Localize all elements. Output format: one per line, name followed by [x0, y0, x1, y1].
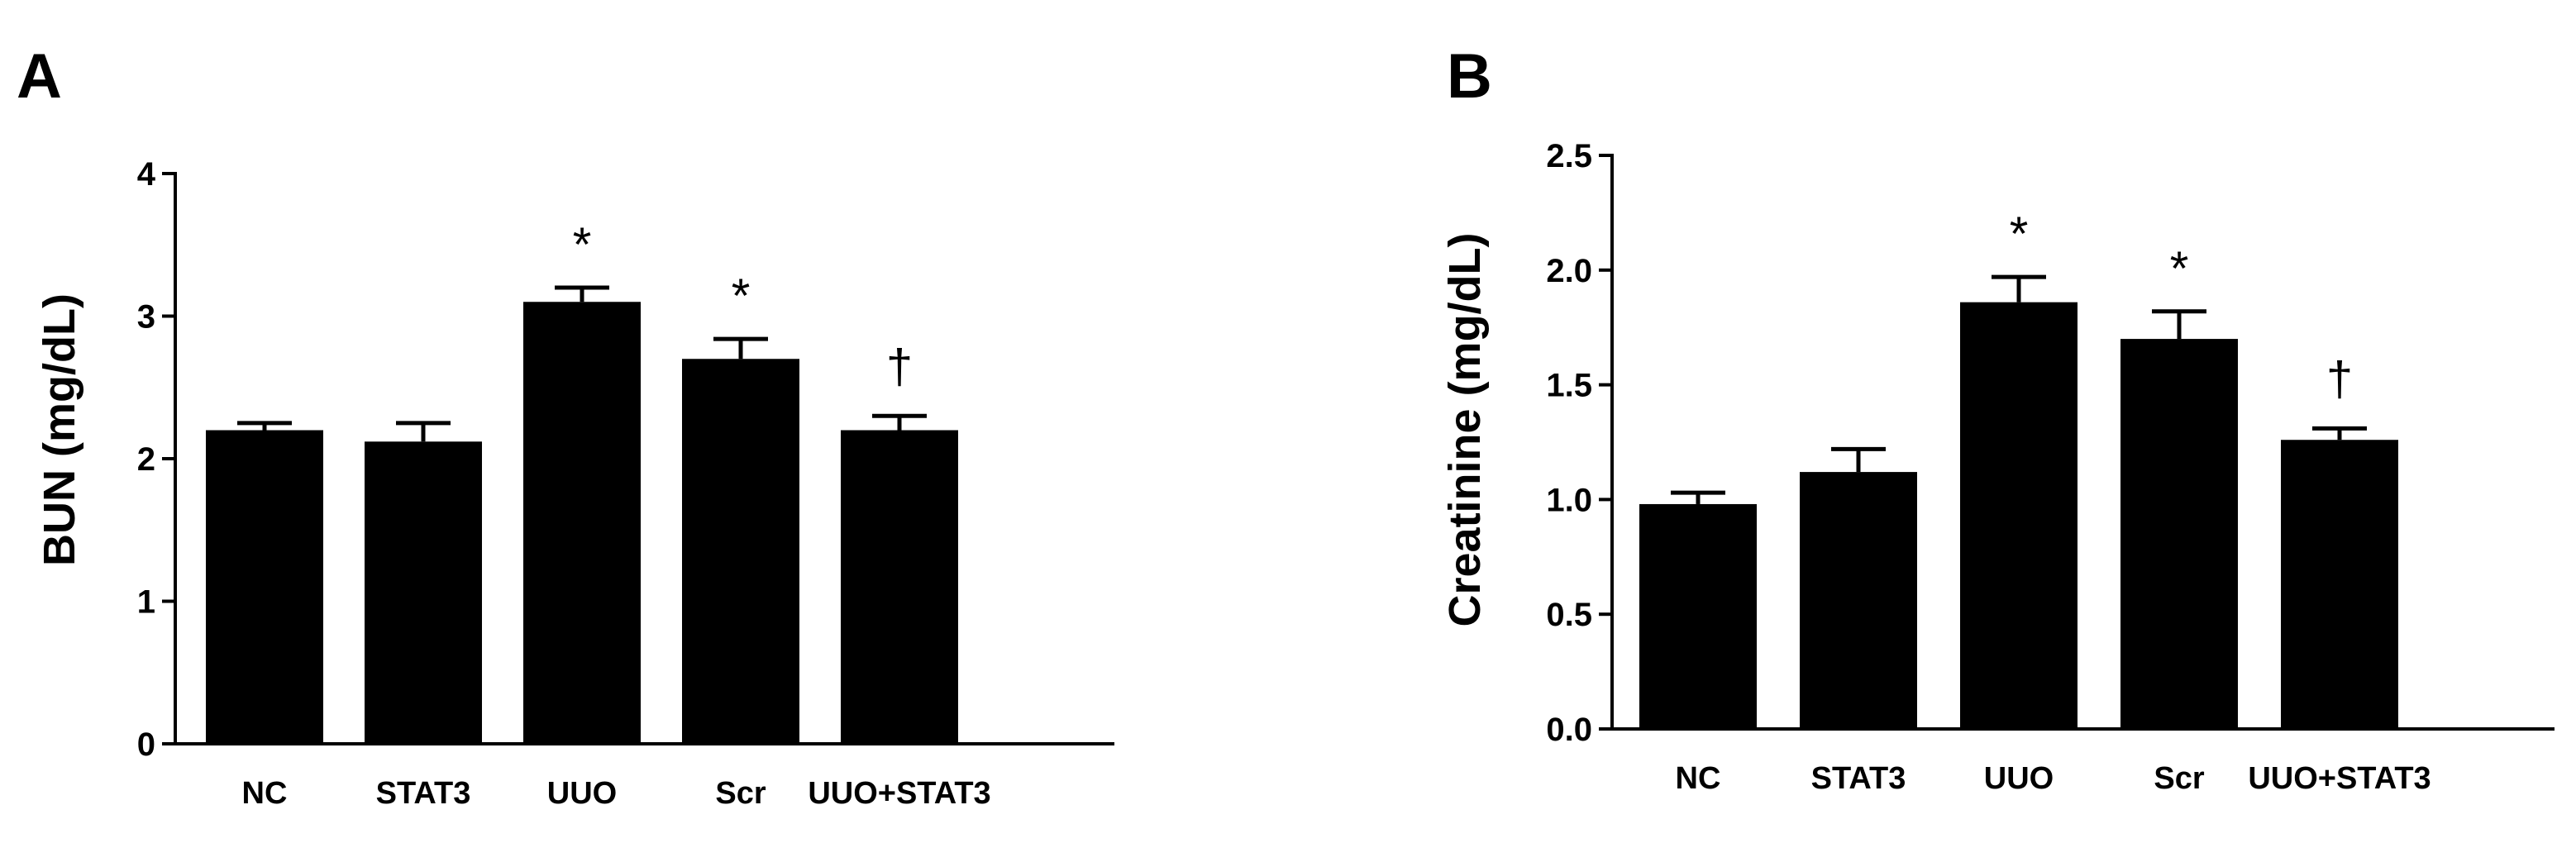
bar-uuo-stat3 [841, 430, 958, 744]
bar-stat3 [365, 441, 482, 744]
y-tick-label: 2.5 [1546, 138, 1592, 174]
x-tick-label: Scr [2154, 761, 2204, 796]
y-tick-label: 2 [137, 441, 155, 478]
creatinine-chart: B Creatinine (mg/dL) 0.0 0.5 1.0 1.5 2.0 2.5 N… [1440, 41, 2555, 796]
y-tick-label: 1.0 [1546, 482, 1592, 518]
significance-dagger: † [886, 340, 913, 393]
bar-nc [1639, 503, 1757, 729]
x-tick-label: STAT3 [1811, 761, 1906, 796]
x-tick-label: UUO+STAT3 [2248, 761, 2431, 796]
bar-uuo [1960, 302, 2077, 729]
y-tick-label: 3 [137, 299, 155, 336]
x-tick-label: UUO [1984, 761, 2054, 796]
y-axis-label: BUN (mg/dL) [35, 293, 84, 566]
y-tick-label: 0 [137, 726, 155, 763]
x-tick-label: STAT3 [376, 776, 471, 811]
panel-b: B Creatinine (mg/dL) 0.0 0.5 1.0 1.5 2.0 2.5 N… [1405, 0, 2576, 843]
plot-area: 0.0 0.5 1.0 1.5 2.0 2.5 NC STAT3 UUO * Scr * UUO+STA… [1546, 138, 2555, 796]
y-tick-label: 1 [137, 584, 155, 621]
bar-uuo [523, 302, 641, 744]
y-axis-label: Creatinine (mg/dL) [1440, 232, 1490, 626]
panel-a: A BUN (mg/dL) 0 1 2 3 4 NC STAT3 UUO * Scr * UUO+ST… [0, 0, 1273, 843]
y-tick-label: 4 [137, 156, 156, 193]
panel-label: B [1447, 41, 1492, 112]
y-tick-label: 0.0 [1546, 712, 1592, 748]
x-tick-label: Scr [715, 776, 766, 811]
significance-star: * [2010, 207, 2029, 261]
bar-scr [682, 359, 799, 744]
significance-star: * [2170, 242, 2189, 296]
plot-area: 0 1 2 3 4 NC STAT3 UUO * Scr * UUO+STAT3 † [137, 156, 1114, 811]
significance-dagger: † [2326, 352, 2353, 406]
bar-scr [2120, 339, 2238, 729]
y-tick-label: 2.0 [1546, 253, 1592, 289]
x-tick-label: NC [1676, 761, 1721, 796]
y-tick-label: 0.5 [1546, 597, 1592, 633]
significance-star: * [573, 218, 592, 272]
y-tick-label: 1.5 [1546, 368, 1592, 404]
bun-chart: A BUN (mg/dL) 0 1 2 3 4 NC STAT3 UUO * Scr * UUO+ST… [17, 41, 1114, 811]
x-tick-label: UUO+STAT3 [808, 776, 990, 811]
significance-star: * [732, 269, 751, 323]
bar-nc [206, 430, 323, 744]
bar-uuo-stat3 [2281, 440, 2398, 729]
x-tick-label: UUO [547, 776, 617, 811]
x-tick-label: NC [242, 776, 288, 811]
panel-label: A [17, 41, 62, 112]
bar-stat3 [1800, 472, 1917, 729]
